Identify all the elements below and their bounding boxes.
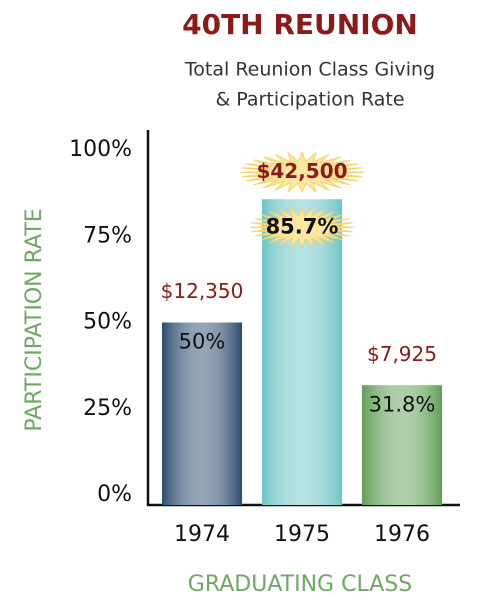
chart-subtitle: & Participation Rate xyxy=(215,89,404,111)
y-tick-label: 100% xyxy=(69,137,132,162)
y-tick-label: 25% xyxy=(83,396,132,421)
x-tick-label: 1974 xyxy=(174,522,230,547)
bar-value-label: 50% xyxy=(179,330,226,354)
y-tick-label: 75% xyxy=(83,223,132,248)
y-axis-label: PARTICIPATION RATE xyxy=(22,208,47,431)
chart-title: 40TH REUNION xyxy=(182,8,418,41)
x-tick-label: 1975 xyxy=(274,522,330,547)
x-axis-label: GRADUATING CLASS xyxy=(188,572,412,597)
starburst xyxy=(239,151,365,194)
y-tick-label: 50% xyxy=(83,310,132,335)
bar-value-label: 31.8% xyxy=(369,392,436,416)
chart-subtitle: Total Reunion Class Giving xyxy=(184,59,435,81)
y-tick-label: 0% xyxy=(97,482,132,507)
giving-label: $12,350 xyxy=(161,279,244,303)
bar-value-label: 85.7% xyxy=(266,214,339,238)
starburst xyxy=(249,205,355,249)
x-tick-label: 1976 xyxy=(374,522,430,547)
giving-label: $7,925 xyxy=(367,342,437,366)
giving-label: $42,500 xyxy=(256,159,347,183)
